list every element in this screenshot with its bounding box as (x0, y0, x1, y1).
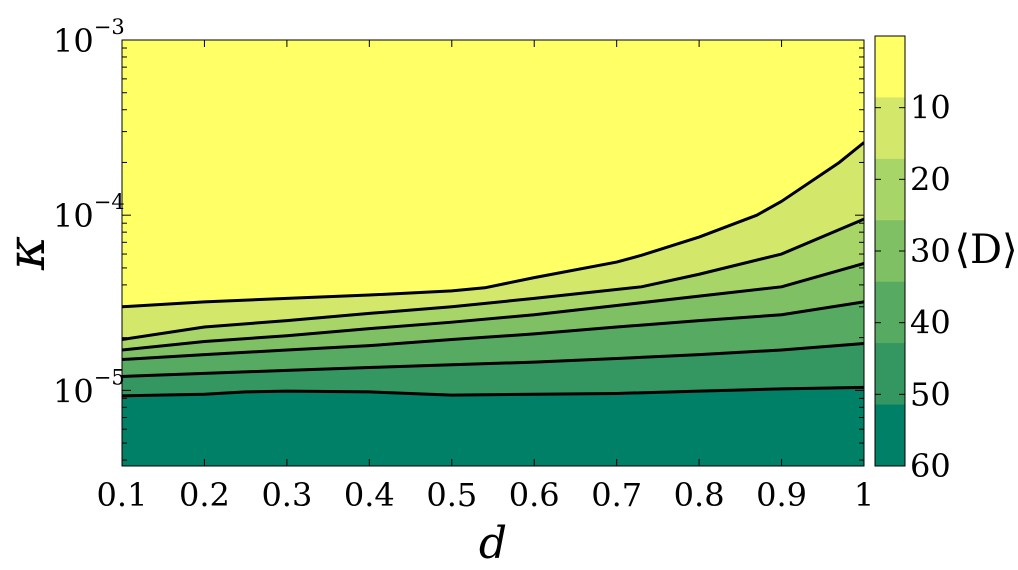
x-tick-label: 0.6 (509, 476, 560, 514)
x-axis: 0.1 0.2 0.3 0.4 0.5 0.6 0.7 0.8 0.9 1 (97, 40, 874, 514)
x-tick-label: 0.8 (674, 476, 725, 514)
x-axis-label: d (479, 518, 507, 569)
colorbar-tick-label: 40 (910, 304, 951, 342)
contour-band (122, 387, 864, 466)
colorbar-tick-label: 30 (910, 232, 951, 270)
colorbar-tick-label: 10 (910, 89, 951, 127)
contour-line (122, 385, 864, 398)
contour-fills (122, 40, 864, 466)
x-tick-label: 0.9 (756, 476, 807, 514)
colorbar-segment (875, 343, 905, 406)
colorbar-tick-label: 50 (910, 375, 951, 413)
contour-line (122, 300, 864, 362)
x-tick-label: 0.1 (97, 476, 148, 514)
y-tick-label: 10−4 (53, 190, 125, 235)
contour-line (122, 342, 864, 378)
y-axis-label: κ (0, 236, 57, 271)
colorbar-label: ⟨D⟩ (954, 227, 1017, 273)
colorbar: 10 20 30 40 50 60 (874, 35, 951, 485)
contour-lines (122, 141, 864, 398)
x-tick-label: 0.3 (261, 476, 312, 514)
y-axis: 10−5 10−4 10−3 (53, 15, 864, 461)
contour-line (122, 141, 864, 309)
y-tick-label: 10−5 (53, 365, 125, 410)
colorbar-tick-label: 60 (910, 447, 951, 485)
colorbar-segment (875, 158, 905, 221)
colorbar-segment (875, 404, 905, 467)
colorbar-segment (875, 281, 905, 344)
x-tick-label: 0.7 (591, 476, 642, 514)
contour-line (122, 262, 864, 352)
colorbar-segment (875, 97, 905, 160)
plot-frame (121, 39, 865, 467)
x-tick-label: 0.2 (179, 476, 230, 514)
y-tick-label: 10−3 (53, 15, 125, 60)
contour-line (122, 217, 864, 342)
colorbar-segment (875, 36, 905, 98)
x-tick-label: 0.4 (344, 476, 395, 514)
x-tick-label: 0.5 (426, 476, 477, 514)
x-tick-label: 1 (854, 476, 874, 514)
colorbar-tick-label: 20 (910, 160, 951, 198)
